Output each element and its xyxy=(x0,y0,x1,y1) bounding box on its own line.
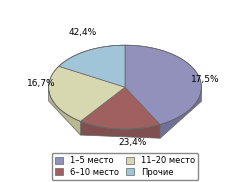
Polygon shape xyxy=(48,66,125,121)
Polygon shape xyxy=(48,87,80,135)
Text: 16,7%: 16,7% xyxy=(27,79,55,88)
Text: 42,4%: 42,4% xyxy=(69,28,97,37)
Polygon shape xyxy=(80,121,160,138)
Polygon shape xyxy=(125,45,202,124)
Text: 23,4%: 23,4% xyxy=(118,138,147,147)
Legend: 1–5 место, 6–10 место, 11–20 место, Прочие: 1–5 место, 6–10 место, 11–20 место, Проч… xyxy=(52,153,198,180)
Text: 17,5%: 17,5% xyxy=(191,75,220,84)
Polygon shape xyxy=(80,87,160,129)
Polygon shape xyxy=(59,45,125,87)
Polygon shape xyxy=(160,88,202,138)
